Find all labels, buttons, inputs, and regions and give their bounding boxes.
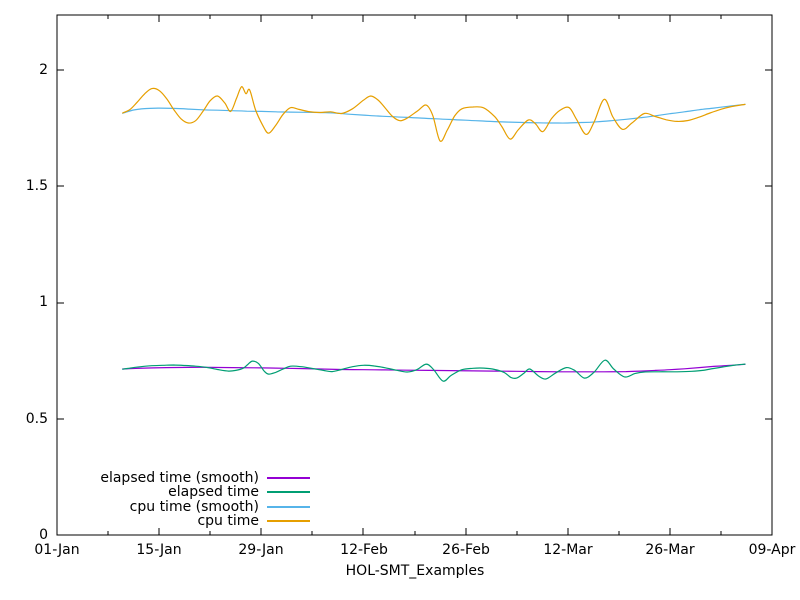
y-tick-label-1.5: 1.5 <box>25 178 48 194</box>
legend-label: cpu time <box>197 513 259 529</box>
x-axis-title: HOL-SMT_Examples <box>345 563 485 579</box>
legend-item-elapsed-time: elapsed time <box>60 485 310 499</box>
legend-label: elapsed time <box>168 484 259 500</box>
y-tick-label-2: 2 <box>39 62 48 78</box>
x-tick-label-26-feb: 26-Feb <box>442 542 490 558</box>
plot-border <box>56 14 773 536</box>
series-line-cpu-time <box>122 86 746 142</box>
legend-item-cpu-time: cpu time <box>60 514 310 528</box>
legend-line-sample <box>267 520 310 522</box>
x-tick-label-09-apr: 09-Apr <box>748 542 796 558</box>
legend-item-cpu-time-smooth: cpu time (smooth) <box>60 500 310 514</box>
series-line-elapsed-time <box>122 359 746 382</box>
x-tick-label-12-mar: 12-Mar <box>543 542 593 558</box>
x-tick-label-12-feb: 12-Feb <box>340 542 388 558</box>
series-line-elapsed-time-smooth- <box>122 363 746 373</box>
legend-item-elapsed-time-smooth: elapsed time (smooth) <box>60 471 310 485</box>
x-tick-label-26-mar: 26-Mar <box>645 542 695 558</box>
legend-line-sample <box>267 476 310 479</box>
legend-line-sample <box>267 491 310 493</box>
x-tick-label-29-jan: 29-Jan <box>238 542 284 558</box>
y-tick-label-1: 1 <box>39 294 48 310</box>
x-tick-label-01-jan: 01-Jan <box>34 542 80 558</box>
legend-label: elapsed time (smooth) <box>100 469 259 486</box>
x-tick-label-15-jan: 15-Jan <box>136 542 182 558</box>
legend-label: cpu time (smooth) <box>129 498 259 515</box>
legend-line-sample <box>267 505 310 508</box>
series-line-cpu-time-smooth- <box>122 103 746 124</box>
y-tick-label-0.5: 0.5 <box>25 411 48 427</box>
y-tick-label-0: 0 <box>39 527 48 543</box>
